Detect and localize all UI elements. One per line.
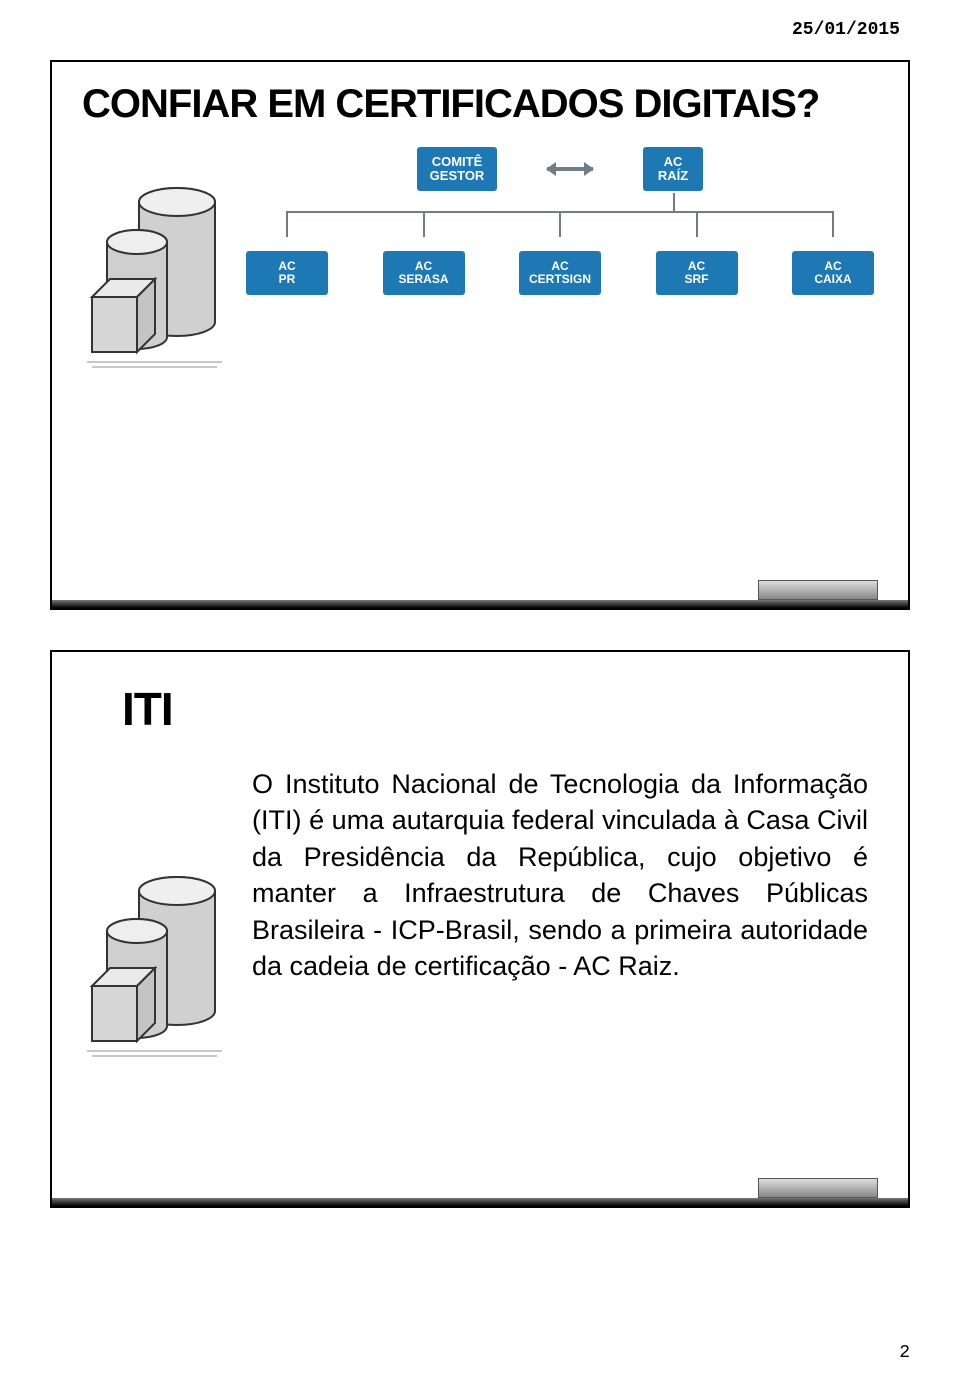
- slide-bottom-shade: [52, 600, 908, 608]
- node-label: RAÍZ: [658, 169, 688, 183]
- node-comite-gestor: COMITÊ GESTOR: [417, 147, 497, 191]
- node-label: CERTSIGN: [529, 273, 591, 286]
- slide1-title: CONFIAR EM CERTIFICADOS DIGITAIS?: [82, 82, 878, 127]
- slide-corner-shade: [758, 580, 878, 600]
- node-label: SRF: [685, 273, 709, 286]
- node-label: CAIXA: [814, 273, 851, 286]
- node-label: GESTOR: [430, 169, 485, 183]
- org-chart: COMITÊ GESTOR AC RAÍZ ACPRACSERASAACCERT…: [242, 147, 878, 295]
- connector-bus: [252, 211, 868, 251]
- node-leaf-2: ACCERTSIGN: [519, 251, 601, 295]
- slide2-body-wrap: O Instituto Nacional de Tecnologia da In…: [82, 756, 878, 1176]
- node-ac-raiz: AC RAÍZ: [643, 147, 703, 191]
- node-leaf-3: ACSRF: [656, 251, 738, 295]
- node-label: COMITÊ: [432, 155, 483, 169]
- sketch-illustration: [82, 147, 232, 407]
- node-leaf-0: ACPR: [246, 251, 328, 295]
- page-number: 2: [899, 1343, 910, 1363]
- top-row: COMITÊ GESTOR AC RAÍZ: [242, 147, 878, 191]
- date-header: 25/01/2015: [50, 20, 910, 40]
- slide2-title: ITI: [122, 682, 878, 736]
- sketch-illustration-2: [82, 756, 232, 1176]
- cylinders-icon: [82, 147, 232, 407]
- page: 25/01/2015 CONFIAR EM CERTIFICADOS DIGIT…: [0, 0, 960, 1373]
- slide1-diagram: COMITÊ GESTOR AC RAÍZ ACPRACSERASAACCERT…: [82, 147, 878, 407]
- slide-corner-shade: [758, 1178, 878, 1198]
- node-leaf-4: ACCAIXA: [792, 251, 874, 295]
- slide-bottom-shade: [52, 1198, 908, 1206]
- slide2-body-text: O Instituto Nacional de Tecnologia da In…: [242, 756, 878, 985]
- node-label: SERASA: [398, 273, 448, 286]
- node-leaf-1: ACSERASA: [383, 251, 465, 295]
- slide-2: ITI: [50, 650, 910, 1208]
- slide-1: CONFIAR EM CERTIFICADOS DIGITAIS?: [50, 60, 910, 610]
- node-label: AC: [664, 155, 683, 169]
- double-arrow-icon: [547, 167, 593, 171]
- node-label: PR: [279, 273, 296, 286]
- leaf-row: ACPR ACSERASA ACCERTSIGN ACSRF ACCAIXA: [242, 251, 878, 295]
- cylinders-icon: [82, 836, 232, 1096]
